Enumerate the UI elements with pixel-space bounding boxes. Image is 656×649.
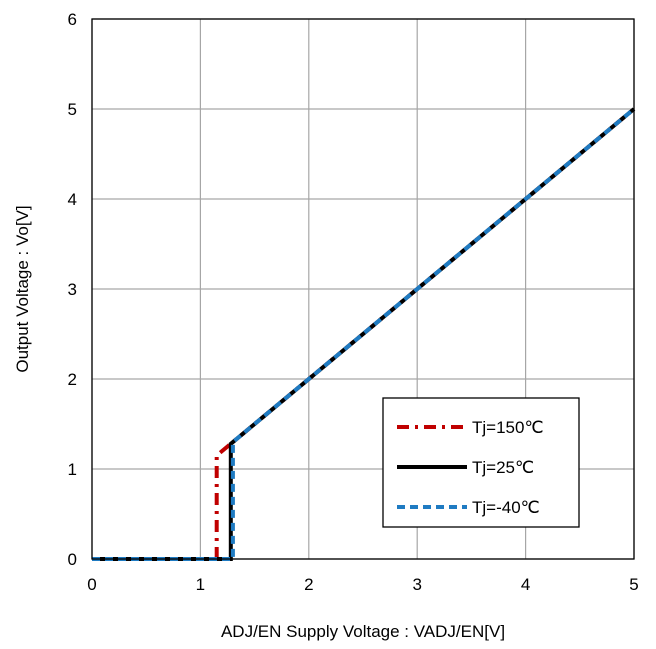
- x-tick-label-3: 3: [412, 575, 421, 594]
- y-axis-label: Output Voltage : Vo[V]: [13, 205, 32, 372]
- x-tick-label-4: 4: [521, 575, 530, 594]
- y-tick-label-4: 4: [68, 190, 77, 209]
- y-tick-label-6: 6: [68, 10, 77, 29]
- legend-label-tj-40: Tj=-40℃: [472, 498, 540, 517]
- x-tick-label-2: 2: [304, 575, 313, 594]
- legend: Tj=150℃ Tj=25℃ Tj=-40℃: [382, 397, 580, 528]
- x-tick-label-1: 1: [196, 575, 205, 594]
- y-tick-label-3: 3: [68, 280, 77, 299]
- legend-label-tj150: Tj=150℃: [472, 418, 544, 437]
- legend-label-tj25: Tj=25℃: [472, 458, 534, 477]
- x-tick-label-0: 0: [87, 575, 96, 594]
- y-tick-label-2: 2: [68, 370, 77, 389]
- x-axis-label: ADJ/EN Supply Voltage : VADJ/EN[V]: [221, 622, 505, 641]
- y-tick-label-0: 0: [68, 550, 77, 569]
- y-tick-label-1: 1: [68, 460, 77, 479]
- plot-frame: [91, 18, 635, 560]
- y-tick-label-5: 5: [68, 100, 77, 119]
- tick-labels: 0 1 2 3 4 5 0 1 2 3 4 5 6: [68, 10, 639, 594]
- x-tick-label-5: 5: [629, 575, 638, 594]
